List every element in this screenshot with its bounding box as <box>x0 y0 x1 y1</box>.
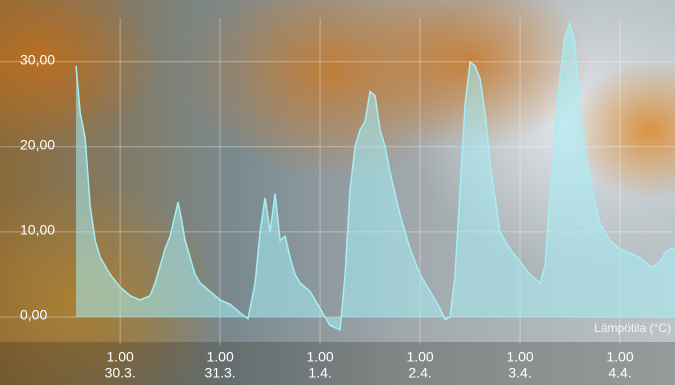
x-tick-label: 1.00 <box>606 349 633 365</box>
x-tick-label: 1.00 <box>406 349 433 365</box>
x-tick-label: 31.3. <box>205 365 236 381</box>
x-axis-band <box>0 342 675 385</box>
y-tick-label: 0,00 <box>20 307 47 323</box>
x-tick-label: 1.4. <box>308 365 331 381</box>
x-tick-label: 2.4. <box>408 365 431 381</box>
y-tick-label: 20,00 <box>20 137 55 153</box>
x-tick-label: 3.4. <box>508 365 531 381</box>
x-tick-label: 1.00 <box>306 349 333 365</box>
y-tick-label: 10,00 <box>20 222 55 238</box>
area <box>76 23 675 329</box>
y-tick-label: 30,00 <box>20 51 55 67</box>
x-tick-label: 1.00 <box>506 349 533 365</box>
x-tick-label: 4.4. <box>608 365 631 381</box>
x-tick-label: 30.3. <box>105 365 136 381</box>
chart: 0,0010,0020,0030,001.0030.3.1.0031.3.1.0… <box>0 0 675 385</box>
legend-label: Lämpötila (°C) <box>594 321 671 335</box>
x-tick-label: 1.00 <box>107 349 134 365</box>
x-tick-label: 1.00 <box>207 349 234 365</box>
chart-background: 0,0010,0020,0030,001.0030.3.1.0031.3.1.0… <box>0 0 675 385</box>
